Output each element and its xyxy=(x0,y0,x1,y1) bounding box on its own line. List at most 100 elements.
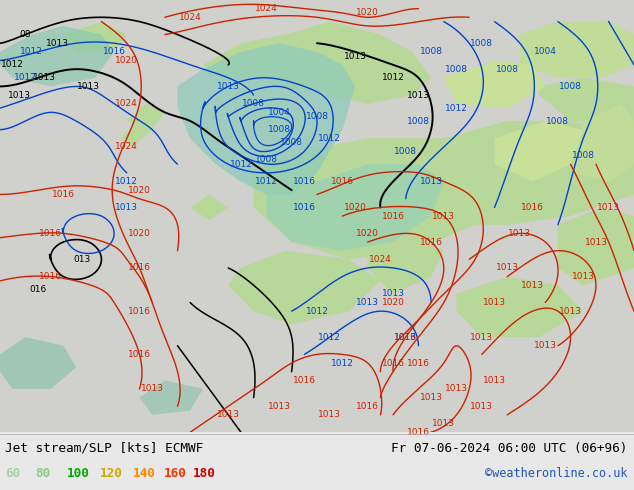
Text: 1016: 1016 xyxy=(39,229,62,238)
Text: 1013: 1013 xyxy=(356,298,379,307)
Text: 1013: 1013 xyxy=(46,39,68,48)
Polygon shape xyxy=(368,238,444,294)
Text: 1013: 1013 xyxy=(572,272,595,281)
Text: 1013: 1013 xyxy=(420,177,443,186)
Text: 1013: 1013 xyxy=(141,385,164,393)
Text: 1008: 1008 xyxy=(280,138,303,147)
Text: 1012: 1012 xyxy=(14,74,37,82)
Text: 1008: 1008 xyxy=(445,65,468,74)
Text: 1008: 1008 xyxy=(559,82,582,91)
Polygon shape xyxy=(228,251,380,324)
Polygon shape xyxy=(444,60,545,108)
Text: 1013: 1013 xyxy=(585,238,607,246)
Text: 1024: 1024 xyxy=(179,13,202,22)
Text: 016: 016 xyxy=(29,285,47,294)
Text: 08: 08 xyxy=(20,30,31,39)
Text: 80: 80 xyxy=(35,467,50,480)
Text: 1013: 1013 xyxy=(268,402,290,411)
Text: 1008: 1008 xyxy=(547,117,569,125)
Text: 120: 120 xyxy=(100,467,123,480)
Text: 1016: 1016 xyxy=(39,272,62,281)
Text: 1013: 1013 xyxy=(344,51,366,61)
Text: 1013: 1013 xyxy=(496,264,519,272)
Text: 013: 013 xyxy=(74,255,91,264)
Text: 1008: 1008 xyxy=(470,39,493,48)
Text: 1013: 1013 xyxy=(77,82,100,91)
Text: ©weatheronline.co.uk: ©weatheronline.co.uk xyxy=(485,467,628,480)
Text: 1013: 1013 xyxy=(432,419,455,428)
Text: 1004: 1004 xyxy=(268,108,290,117)
Text: 60: 60 xyxy=(5,467,20,480)
Text: 1013: 1013 xyxy=(559,307,582,316)
Text: 1013: 1013 xyxy=(8,91,30,99)
Text: 1020: 1020 xyxy=(356,8,379,18)
Text: 1012: 1012 xyxy=(382,74,404,82)
Text: 1012: 1012 xyxy=(1,60,24,69)
Polygon shape xyxy=(558,207,634,285)
Polygon shape xyxy=(444,121,634,225)
Polygon shape xyxy=(0,26,114,86)
Text: 1012: 1012 xyxy=(115,177,138,186)
Polygon shape xyxy=(456,276,583,337)
Polygon shape xyxy=(190,195,228,220)
Text: 1008: 1008 xyxy=(306,112,328,121)
Text: 1013: 1013 xyxy=(534,341,557,350)
Polygon shape xyxy=(203,22,431,104)
Text: 1013: 1013 xyxy=(382,290,404,298)
Text: 1016: 1016 xyxy=(382,359,404,368)
Polygon shape xyxy=(120,121,152,147)
Text: 1008: 1008 xyxy=(407,117,430,125)
Text: 1008: 1008 xyxy=(420,48,443,56)
Text: 1016: 1016 xyxy=(382,212,404,220)
Text: 1004: 1004 xyxy=(534,48,557,56)
Polygon shape xyxy=(139,380,203,415)
Text: 1016: 1016 xyxy=(420,238,443,246)
Text: 1013: 1013 xyxy=(420,393,443,402)
Text: 1016: 1016 xyxy=(331,177,354,186)
Polygon shape xyxy=(495,121,583,181)
Polygon shape xyxy=(571,104,634,181)
Text: 1012: 1012 xyxy=(230,160,252,169)
Text: 1024: 1024 xyxy=(369,255,392,264)
Text: 140: 140 xyxy=(133,467,156,480)
Text: 1020: 1020 xyxy=(356,229,379,238)
Text: 180: 180 xyxy=(193,467,216,480)
Text: 1016: 1016 xyxy=(521,203,544,212)
Text: 1016: 1016 xyxy=(394,333,417,342)
Text: 1016: 1016 xyxy=(293,376,316,385)
Text: 1013: 1013 xyxy=(597,203,620,212)
Polygon shape xyxy=(63,22,127,52)
Text: 1013: 1013 xyxy=(407,91,430,99)
Text: 1020: 1020 xyxy=(115,56,138,65)
Text: 1013: 1013 xyxy=(318,411,341,419)
Text: 1020: 1020 xyxy=(128,229,151,238)
Text: 1012: 1012 xyxy=(318,333,341,342)
Text: 160: 160 xyxy=(164,467,186,480)
Text: 1012: 1012 xyxy=(331,359,354,368)
Text: 100: 100 xyxy=(67,467,89,480)
Polygon shape xyxy=(178,43,355,195)
Text: 1013: 1013 xyxy=(521,281,544,290)
Text: 1024: 1024 xyxy=(255,4,278,13)
Text: 1008: 1008 xyxy=(268,125,290,134)
Text: 1020: 1020 xyxy=(344,203,366,212)
Text: 1016: 1016 xyxy=(356,402,379,411)
Text: 1013: 1013 xyxy=(217,82,240,91)
Text: 1013: 1013 xyxy=(33,74,56,82)
Text: 1024: 1024 xyxy=(115,99,138,108)
Text: 1013: 1013 xyxy=(445,385,468,393)
Text: 1012: 1012 xyxy=(445,103,468,113)
Polygon shape xyxy=(254,138,507,259)
Text: Jet stream/SLP [kts] ECMWF: Jet stream/SLP [kts] ECMWF xyxy=(5,442,204,455)
Text: 1016: 1016 xyxy=(293,203,316,212)
Text: 1012: 1012 xyxy=(318,134,341,143)
Text: 1013: 1013 xyxy=(115,203,138,212)
Polygon shape xyxy=(266,164,444,251)
Text: 1024: 1024 xyxy=(115,143,138,151)
Polygon shape xyxy=(127,104,165,130)
Text: 1016: 1016 xyxy=(128,350,151,359)
Text: 1013: 1013 xyxy=(483,376,506,385)
Text: 1016: 1016 xyxy=(407,359,430,368)
Text: 1016: 1016 xyxy=(103,48,126,56)
Text: 1013: 1013 xyxy=(432,212,455,220)
